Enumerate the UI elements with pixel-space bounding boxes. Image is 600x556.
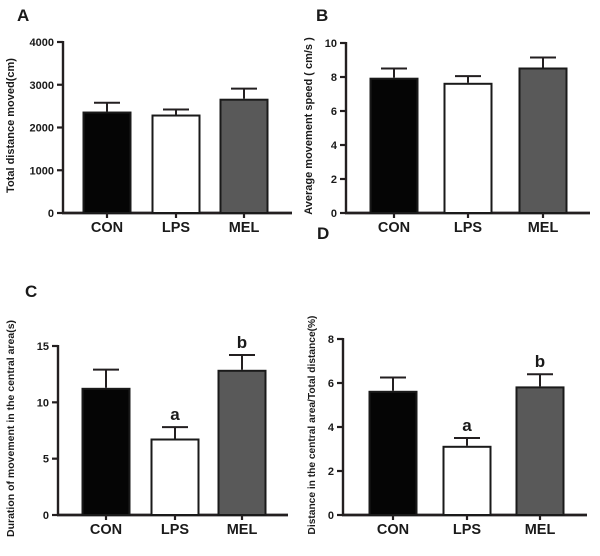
- x-category-label: CON: [91, 220, 123, 236]
- x-category-label: MEL: [227, 522, 258, 538]
- y-tick-label: 10: [325, 38, 337, 50]
- y-tick-label: 6: [331, 106, 337, 118]
- x-category-label: MEL: [229, 220, 260, 236]
- significance-letter: a: [170, 405, 180, 424]
- y-tick-label: 2000: [30, 123, 54, 135]
- y-tick-label: 0: [328, 510, 334, 522]
- y-axis-title: Duration of movement in the central area…: [5, 320, 17, 537]
- y-tick-label: 6: [328, 378, 334, 390]
- y-tick-label: 10: [37, 397, 49, 409]
- bar-lps: [150, 438, 200, 516]
- y-tick-label: 2: [328, 466, 334, 478]
- panel-c-bar-chart: 0 5 10 15 CON LPS a MEL b Duration of movement in…: [5, 320, 288, 538]
- bar-con: [81, 387, 131, 516]
- y-tick-label: 1000: [30, 165, 54, 177]
- x-category-label: MEL: [528, 220, 559, 236]
- bar-mel: [518, 67, 568, 214]
- x-category-label: LPS: [453, 522, 482, 538]
- x-category-label: MEL: [525, 522, 556, 538]
- y-axis-title: Distance in the central area/Total dista…: [307, 316, 318, 535]
- panel-label-d: D: [317, 224, 330, 243]
- y-tick-label: 4: [328, 422, 335, 434]
- bar-lps: [442, 445, 492, 516]
- significance-letter: a: [462, 416, 472, 435]
- bar-lps: [443, 82, 493, 214]
- x-category-label: LPS: [162, 220, 191, 236]
- y-tick-label: 4: [331, 140, 338, 152]
- y-tick-label: 4000: [30, 37, 54, 49]
- panel-label-a: A: [17, 6, 30, 25]
- bar-mel: [515, 386, 565, 516]
- y-tick-label: 0: [43, 510, 49, 522]
- y-tick-label: 0: [48, 208, 54, 220]
- significance-letter: b: [535, 352, 545, 371]
- panel-a-bar-chart: 0 1000 2000 3000 4000 CON LPS MEL Total distance…: [5, 37, 292, 236]
- y-axis-title: Average movement speed ( cm/s ): [303, 37, 315, 215]
- panel-label-b: B: [316, 6, 329, 25]
- panel-b-bar-chart: 0 2 4 6 8 10 CON LPS MEL Average movement speed (…: [303, 37, 590, 236]
- significance-letter: b: [237, 333, 247, 352]
- bar-mel: [219, 98, 269, 214]
- x-category-label: CON: [377, 522, 409, 538]
- panel-label-c: C: [25, 282, 38, 301]
- y-tick-label: 0: [331, 208, 337, 220]
- x-category-label: LPS: [161, 522, 190, 538]
- bar-con: [369, 77, 419, 214]
- y-tick-label: 2: [331, 174, 337, 186]
- y-axis-title: Total distance moved(cm): [5, 58, 17, 193]
- bar-con: [368, 390, 418, 516]
- y-tick-label: 3000: [30, 80, 54, 92]
- bar-lps: [151, 114, 201, 214]
- x-category-label: CON: [90, 522, 122, 538]
- y-tick-label: 8: [331, 72, 337, 84]
- x-category-label: LPS: [454, 220, 483, 236]
- y-tick-label: 15: [37, 341, 49, 353]
- y-tick-label: 8: [328, 334, 334, 346]
- bar-mel: [217, 369, 267, 516]
- x-category-label: CON: [378, 220, 410, 236]
- y-tick-label: 5: [43, 454, 49, 466]
- bar-con: [82, 111, 132, 214]
- panel-d-bar-chart: 0 2 4 6 8 CON LPS a MEL b Distance in the central …: [307, 316, 587, 538]
